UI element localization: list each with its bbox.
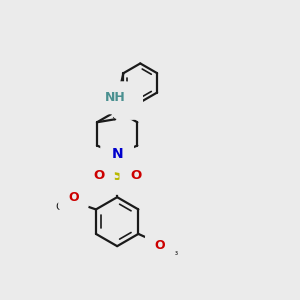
- Text: O: O: [121, 96, 133, 110]
- Text: O: O: [130, 169, 141, 182]
- Text: O: O: [155, 239, 166, 252]
- Text: NH: NH: [104, 91, 125, 104]
- Text: N: N: [111, 147, 123, 161]
- Text: O: O: [93, 169, 104, 182]
- Text: CH₃: CH₃: [160, 247, 179, 257]
- Text: O: O: [68, 191, 79, 204]
- Text: CH₃: CH₃: [56, 202, 75, 212]
- Text: S: S: [112, 168, 122, 183]
